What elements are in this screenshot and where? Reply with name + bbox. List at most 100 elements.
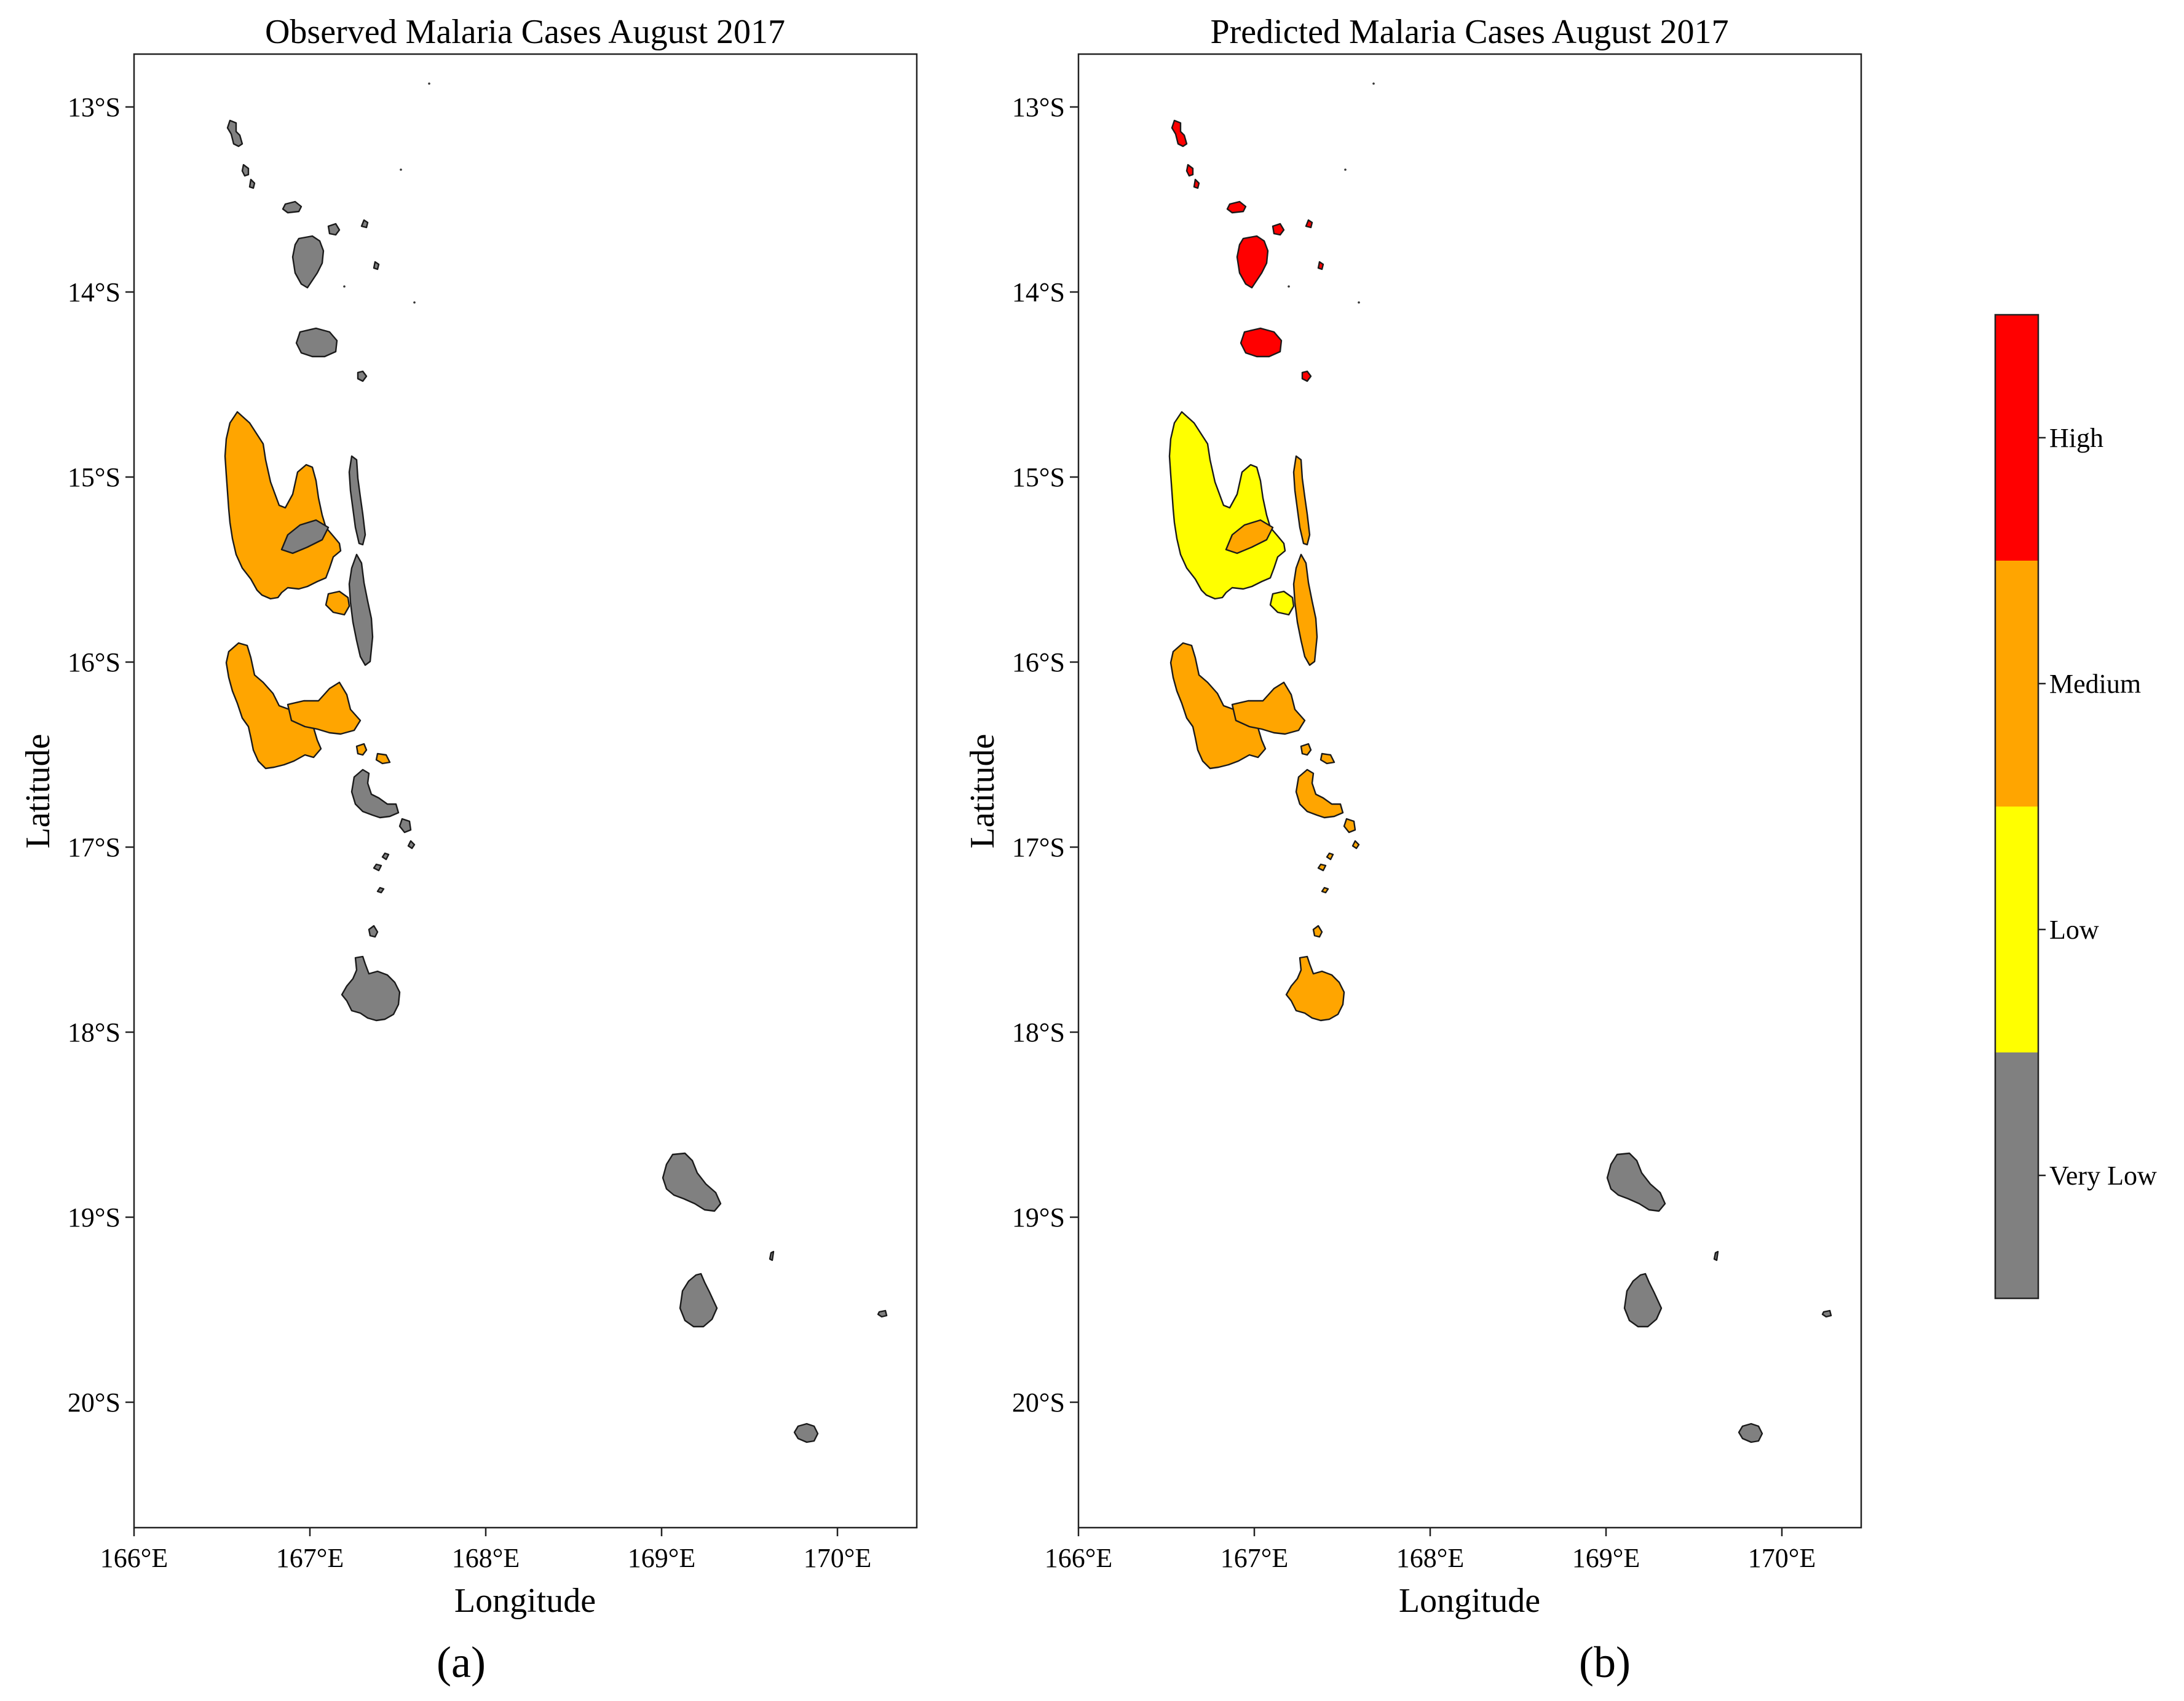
island-malakula [225,642,322,770]
panel-b-ytick: 13°S [1012,92,1065,122]
panel-a-xtick: 170°E [804,1543,871,1573]
panel-b-sublabel: (b) [1579,1638,1631,1687]
panel-a-title: Observed Malaria Cases August 2017 [265,13,785,51]
panel-b-ytick: 14°S [1012,277,1065,307]
panel-a-ytick: 14°S [68,277,121,307]
panel-b-ytick: 16°S [1012,647,1065,677]
panel-predicted: Predicted Malaria Cases August 2017 13°S… [963,13,1862,1687]
colorbar-label-high: High [2049,423,2103,453]
island-mota-lava [282,200,303,214]
islet-dot [400,168,402,171]
island-ambae [280,519,330,555]
island-aneityum [1738,1423,1763,1443]
island-gaua [1240,327,1283,358]
island-erromango [662,1152,722,1212]
panel-b-x-axis: 166°E 167°E 168°E 169°E 170°E [1045,1528,1816,1573]
colorbar-label-low: Low [2049,915,2099,945]
panel-b-xtick: 169°E [1572,1543,1640,1573]
island-erromango [1606,1152,1666,1212]
island-aniwa [769,1250,775,1261]
panel-a-x-axis: 166°E 167°E 168°E 169°E 170°E [100,1528,871,1573]
panel-a-xlabel: Longitude [454,1582,596,1620]
island-maewo [1292,455,1311,546]
island-paama [1300,743,1335,765]
colorbar-legend: High Medium Low Very Low [1994,314,2157,1300]
island-aore [1269,590,1295,616]
island-paama [355,743,391,765]
panel-b-ytick: 18°S [1012,1017,1065,1048]
panel-b-ytick: 15°S [1012,462,1065,492]
island-shepherds [373,818,416,894]
island-pentecost [1292,553,1318,666]
panel-observed: Observed Malaria Cases August 2017 13°S … [19,13,918,1687]
panel-a-ytick: 18°S [68,1017,121,1048]
panel-b-xtick: 168°E [1396,1543,1464,1573]
island-aniwa [1713,1250,1719,1261]
island-futuna [1821,1309,1832,1318]
panel-a-y-axis: 13°S 14°S 15°S 16°S 17°S 18°S 19°S 20°S [68,92,134,1418]
colorbar-label-medium: Medium [2049,669,2141,699]
island-pentecost [348,553,374,666]
panel-b-title: Predicted Malaria Cases August 2017 [1211,13,1729,51]
colorbar-high [1995,315,2038,561]
panel-a-ytick: 15°S [68,462,121,492]
islet-dot [428,82,430,85]
island-gaua [295,327,338,358]
panel-a-ytick: 19°S [68,1202,121,1233]
islet-dot [1344,168,1347,171]
islet-dot [1358,301,1360,304]
island-torres-north [226,119,243,148]
island-vanua-lava [1236,235,1269,289]
panel-a-xtick: 167°E [276,1543,344,1573]
island-efate [341,925,401,1022]
panel-b-ytick: 17°S [1012,832,1065,862]
island-aore [325,590,350,616]
islet-dot [413,301,416,304]
panel-b-xlabel: Longitude [1399,1582,1540,1620]
colorbar-frame [1994,314,2040,1300]
panel-a-sublabel: (a) [437,1638,486,1687]
island-torres-south [1185,164,1200,189]
island-maewo [348,455,366,546]
island-tanna [1623,1273,1663,1328]
colorbar-very-low [1995,1052,2038,1298]
island-small-banks [327,219,380,270]
panel-a-xtick: 168°E [452,1543,520,1573]
panel-a-ytick: 17°S [68,832,121,862]
island-ambrym [287,681,362,735]
panel-b-y-axis: 13°S 14°S 15°S 16°S 17°S 18°S 19°S 20°S [1012,92,1078,1418]
island-torres-north [1171,119,1188,148]
panel-a-ytick: 13°S [68,92,121,122]
island-torres-south [241,164,256,189]
panel-a-ytick: 20°S [68,1387,121,1418]
panel-b-ylabel: Latitude [963,734,1002,849]
island-futuna [877,1309,888,1318]
colorbar-label-very-low: Very Low [2049,1161,2157,1191]
island-small-banks [1272,219,1324,270]
colorbar-low [1995,807,2038,1052]
island-ambrym [1231,681,1306,735]
island-espiritu-santo [224,411,342,600]
islet-dot [1288,285,1290,288]
panel-b-xtick: 167°E [1221,1543,1288,1573]
island-espiritu-santo [1168,411,1286,600]
island-aneityum [793,1423,819,1443]
island-tanna [679,1273,718,1328]
island-ambae [1225,519,1274,555]
panel-a-map [133,53,918,1529]
island-shepherds [1317,818,1360,894]
island-mota-lava [1226,200,1247,214]
panel-b-xtick: 166°E [1045,1543,1112,1573]
panel-b-map [1077,53,1862,1529]
panel-b-frame [1077,53,1862,1529]
island-epi [350,768,400,819]
panel-b-ytick: 19°S [1012,1202,1065,1233]
panel-a-xtick: 166°E [100,1543,168,1573]
islet-dot [1372,82,1375,85]
island-efate [1285,925,1345,1022]
panel-a-ylabel: Latitude [19,734,57,849]
panel-b-ytick: 20°S [1012,1387,1065,1418]
colorbar-medium [1995,561,2038,807]
islet-dot [343,285,346,288]
